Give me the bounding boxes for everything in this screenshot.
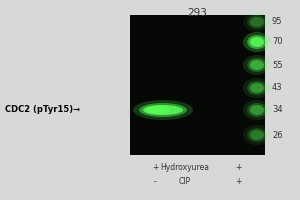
Text: +: + — [235, 178, 241, 186]
Ellipse shape — [243, 125, 271, 145]
Ellipse shape — [149, 106, 161, 114]
Text: 70: 70 — [272, 38, 283, 46]
Ellipse shape — [243, 78, 271, 98]
Ellipse shape — [243, 100, 271, 120]
Ellipse shape — [247, 81, 267, 95]
Ellipse shape — [243, 12, 271, 32]
Ellipse shape — [146, 106, 170, 114]
Ellipse shape — [247, 35, 267, 49]
Text: Hydroxyurea: Hydroxyurea — [160, 164, 209, 172]
Text: 55: 55 — [272, 60, 283, 70]
Ellipse shape — [243, 32, 271, 52]
Ellipse shape — [250, 17, 264, 27]
Text: +: + — [152, 164, 158, 172]
Ellipse shape — [143, 105, 183, 115]
Ellipse shape — [250, 60, 264, 70]
Ellipse shape — [139, 103, 187, 117]
Text: CIP: CIP — [179, 178, 191, 186]
Ellipse shape — [250, 105, 264, 115]
Text: 293: 293 — [187, 8, 207, 18]
Text: -: - — [154, 178, 156, 186]
Ellipse shape — [250, 37, 264, 47]
Ellipse shape — [247, 103, 267, 117]
Text: 43: 43 — [272, 84, 283, 92]
Ellipse shape — [247, 128, 267, 142]
Ellipse shape — [250, 83, 264, 93]
Text: CDC2 (pTyr15)→: CDC2 (pTyr15)→ — [5, 106, 80, 114]
Ellipse shape — [247, 58, 267, 72]
Text: 34: 34 — [272, 106, 283, 114]
Text: 95: 95 — [272, 18, 283, 26]
Text: 26: 26 — [272, 130, 283, 140]
Ellipse shape — [250, 130, 264, 140]
Bar — [130, 15, 265, 155]
Ellipse shape — [133, 100, 193, 120]
Text: +: + — [235, 164, 241, 172]
Ellipse shape — [243, 55, 271, 75]
Ellipse shape — [247, 15, 267, 29]
